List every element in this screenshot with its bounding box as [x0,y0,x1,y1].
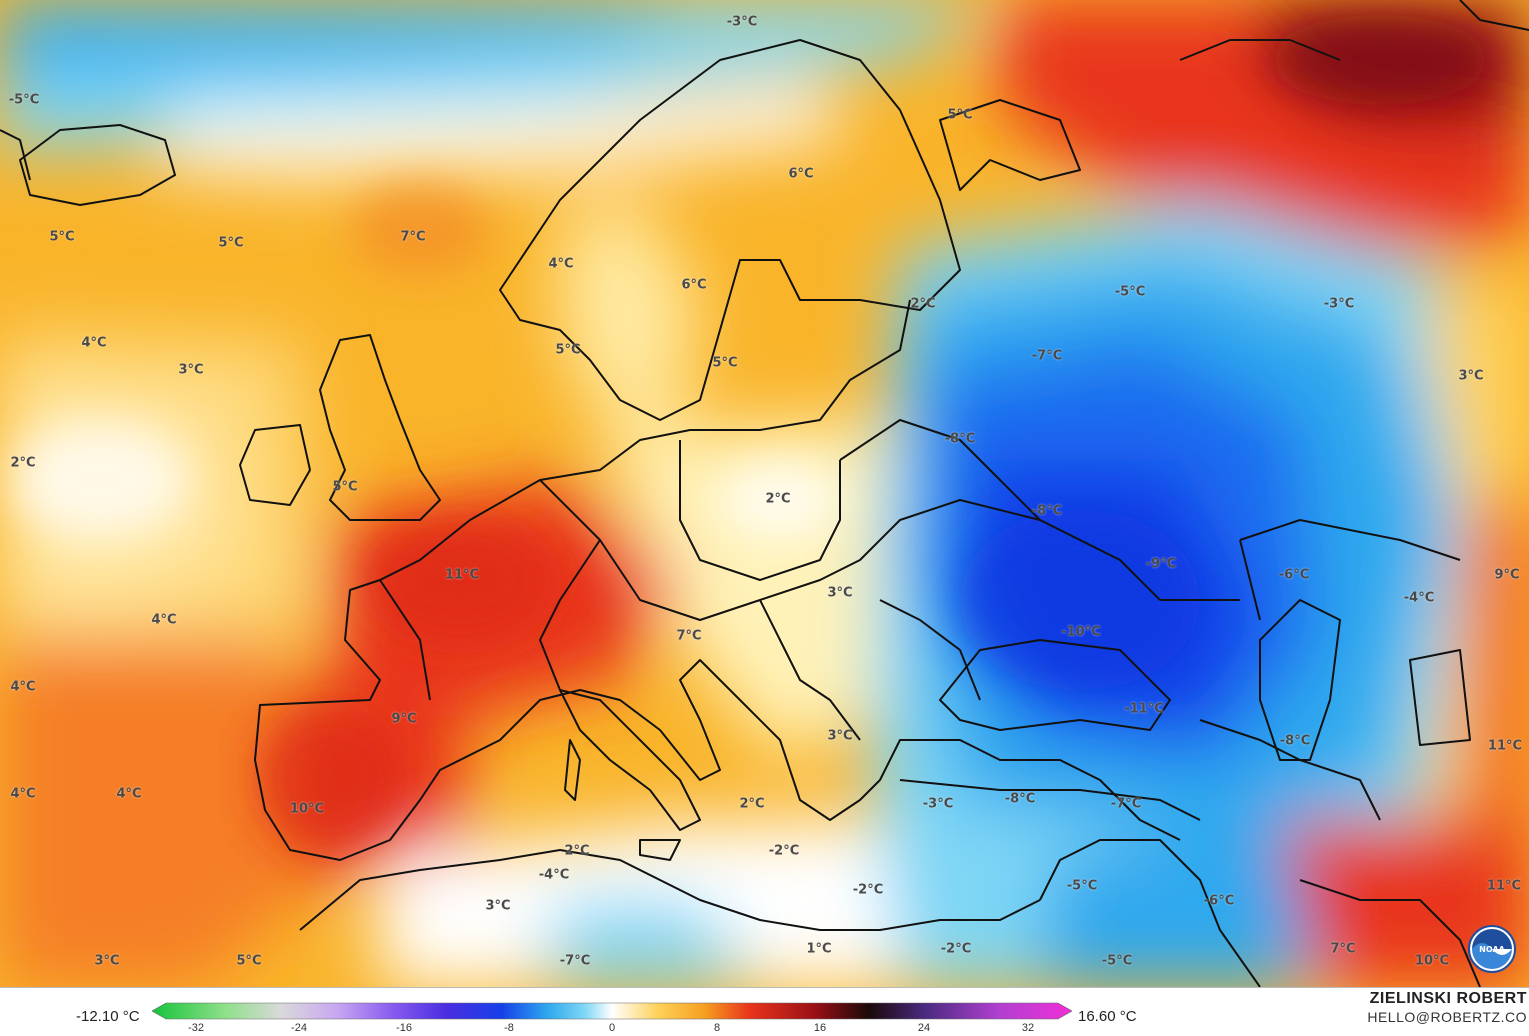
legend-footer: -12.10 °C [0,987,1529,1036]
colorbar-tick: -32 [188,1022,204,1034]
temperature-map: -5°C -3°C 5°C 6°C 5°C 5°C 7°C 4°C 6°C 2°… [0,0,1529,987]
colorbar [152,1002,1072,1020]
max-value-label: 16.60 °C [1078,1008,1137,1025]
colorbar-tick: 16 [813,1022,827,1034]
colorbar-tick: 0 [608,1022,616,1034]
min-value-label: -12.10 °C [76,1008,140,1025]
noaa-logo: NOAA [1468,925,1516,973]
colorbar-tick: -16 [396,1022,412,1034]
credit-name: ZIELINSKI ROBERT [1369,990,1527,1007]
temperature-field [0,0,1529,987]
colorbar-tick: 8 [713,1022,721,1034]
colorbar-tick: 32 [1021,1022,1035,1034]
svg-text:NOAA: NOAA [1479,945,1505,954]
colorbar-tick: 24 [917,1022,931,1034]
colorbar-tick: -8 [504,1022,514,1034]
credit-email: HELLO@ROBERTZ.CO [1367,1009,1527,1025]
colorbar-tick: -24 [291,1022,307,1034]
coastlines [0,0,1529,987]
colorbar-ticks: -32 -24 -16 -8 0 8 16 24 32 [0,1022,1529,1036]
